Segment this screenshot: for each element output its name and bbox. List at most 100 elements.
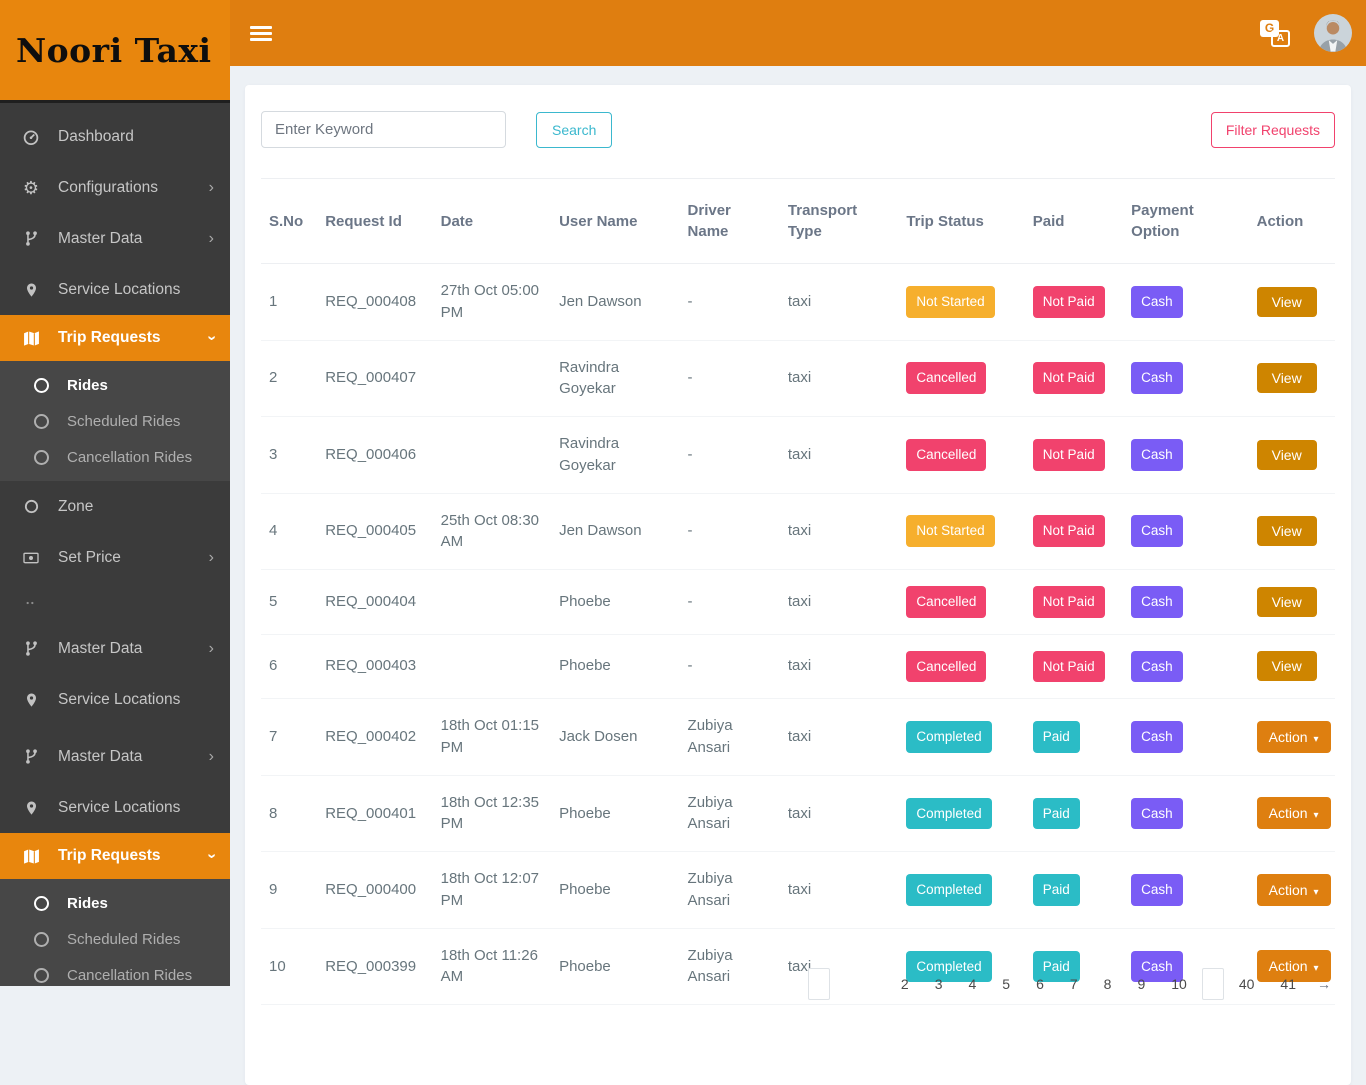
cell-paid: Not Paid xyxy=(1024,416,1124,494)
cell-payment-option: Cash xyxy=(1123,340,1249,417)
cell-request-id: REQ_000399 xyxy=(317,928,433,1006)
gears-icon: ⚙ xyxy=(22,177,40,198)
chevron-right-icon: › xyxy=(208,639,214,657)
sidebar-subitem-rides[interactable]: Rides xyxy=(0,367,230,403)
cell-date xyxy=(432,634,552,700)
pagination-page-41[interactable]: 41 xyxy=(1280,976,1296,992)
cell-user-name: Jack Dosen xyxy=(551,698,680,776)
column-header-s-no: S.No xyxy=(261,178,318,264)
user-avatar[interactable] xyxy=(1314,14,1352,52)
cell-transport-type: taxi xyxy=(779,493,899,570)
cell-transport-type: taxi xyxy=(779,698,899,776)
cell-request-id: REQ_000402 xyxy=(317,698,433,776)
cell-date: 27th Oct 05:00 PM xyxy=(432,263,552,341)
pagination-page-10[interactable]: 10 xyxy=(1171,976,1187,992)
sidebar-subitem-scheduled-rides[interactable]: Scheduled Rides xyxy=(0,403,230,439)
branch-icon xyxy=(18,640,44,657)
sidebar-item-service-locations[interactable]: Service Locations xyxy=(0,264,230,315)
column-header-user-name: User Name xyxy=(551,178,680,264)
cell-sno: 7 xyxy=(261,698,318,776)
sidebar-item-service-locations[interactable]: Service Locations xyxy=(0,782,230,833)
sidebar-item-label: Master Data xyxy=(58,639,143,657)
cell-action: View xyxy=(1248,416,1335,494)
chevron-down-icon: › xyxy=(203,335,221,341)
filter-requests-button[interactable]: Filter Requests xyxy=(1210,111,1335,148)
sidebar-item-trip-requests[interactable]: Trip Requests › xyxy=(0,315,230,361)
sidebar-item-master-data[interactable]: Master Data › xyxy=(0,623,230,674)
chevron-right-icon: › xyxy=(208,229,214,247)
action-dropdown-button[interactable]: Action ▾ xyxy=(1256,950,1331,983)
sidebar-subitem-rides[interactable]: Rides xyxy=(0,885,230,921)
cell-transport-type: taxi xyxy=(779,340,899,417)
pagination-next-button[interactable]: → xyxy=(1317,976,1331,992)
dots-icon xyxy=(18,595,44,611)
pagination-page-6[interactable]: 6 xyxy=(1036,976,1044,992)
cell-driver-name: - xyxy=(679,634,780,700)
map-icon xyxy=(18,330,44,347)
sidebar-item-trip-requests[interactable]: Trip Requests › xyxy=(0,833,230,879)
sidebar-item-dashboard[interactable]: Dashboard xyxy=(0,111,230,162)
radio-icon xyxy=(18,498,44,515)
view-button[interactable]: View xyxy=(1256,516,1317,547)
sidebar-nav: Dashboard ⚙ Configurations › Master Data › Ser… xyxy=(0,103,230,986)
view-button[interactable]: View xyxy=(1256,439,1317,470)
brand-logo[interactable]: Noori Taxi xyxy=(0,0,230,103)
pagination-page-9[interactable]: 9 xyxy=(1137,976,1146,992)
pagination: 2 3 4 5 6 7 8 9 10 40 41 → xyxy=(807,968,1337,1000)
search-input[interactable] xyxy=(261,111,506,148)
table-row: 1 REQ_000408 27th Oct 05:00 PM Jen Dawson - t… xyxy=(261,263,1335,341)
pagination-page-2[interactable]: 2 xyxy=(900,976,909,992)
pagination-page-40[interactable]: 40 xyxy=(1238,976,1255,992)
pagination-page-5[interactable]: 5 xyxy=(1002,976,1011,992)
cell-payment-option: Cash xyxy=(1123,263,1249,341)
action-dropdown-button[interactable]: Action ▾ xyxy=(1256,720,1331,753)
table-row: 4 REQ_000405 25th Oct 08:30 AM Jen Dawson - t… xyxy=(261,493,1335,570)
cell-user-name: Phoebe xyxy=(551,928,680,1006)
trip-status-badge: Not Started xyxy=(906,515,995,548)
search-button[interactable]: Search xyxy=(536,111,613,148)
pagination-page-3[interactable]: 3 xyxy=(934,976,943,992)
pagination-prev-button[interactable] xyxy=(807,968,830,1000)
pagination-current-box[interactable] xyxy=(1201,968,1224,1000)
hamburger-icon[interactable] xyxy=(250,23,272,44)
pagination-page-7[interactable]: 7 xyxy=(1069,976,1078,992)
payment-option-badge: Cash xyxy=(1131,797,1183,830)
cell-driver-name: - xyxy=(679,263,780,341)
pagination-page-8[interactable]: 8 xyxy=(1103,976,1112,992)
table-row: 2 REQ_000407 Ravindra Goyekar - taxi Cancelle… xyxy=(261,340,1335,417)
requests-table: S.No Request Id Date User Name Driver Name Tr… xyxy=(261,178,1335,1006)
view-button[interactable]: View xyxy=(1256,651,1317,682)
action-dropdown-button[interactable]: Action ▾ xyxy=(1256,797,1331,830)
sidebar-item-service-locations[interactable]: Service Locations xyxy=(0,674,230,725)
sidebar-subitem-cancellation-rides[interactable]: Cancellation Rides xyxy=(0,439,230,475)
pagination-page-4[interactable]: 4 xyxy=(968,976,977,992)
view-button[interactable]: View xyxy=(1256,586,1317,617)
trip-status-badge: Cancelled xyxy=(906,438,987,471)
cell-request-id: REQ_000405 xyxy=(317,493,433,570)
sidebar-item-label: Master Data xyxy=(58,747,143,765)
sidebar-item-set-price[interactable]: Set Price › xyxy=(0,532,230,583)
sidebar-item-master-data[interactable]: Master Data › xyxy=(0,213,230,264)
cell-user-name: Phoebe xyxy=(551,634,680,700)
google-translate-icon[interactable]: G A xyxy=(1260,19,1290,47)
view-button[interactable]: View xyxy=(1256,286,1317,317)
sidebar-subitem-cancellation-rides[interactable]: Cancellation Rides xyxy=(0,957,230,986)
cell-user-name: Ravindra Goyekar xyxy=(551,340,680,417)
sidebar-subitem-scheduled-rides[interactable]: Scheduled Rides xyxy=(0,921,230,957)
sidebar-item-master-data[interactable]: Master Data › xyxy=(0,731,230,782)
sidebar-item-label: Service Locations xyxy=(58,280,181,298)
sidebar-item-item[interactable] xyxy=(0,583,230,623)
sidebar-item-label: Trip Requests xyxy=(58,329,161,346)
sidebar-item-zone[interactable]: Zone xyxy=(0,481,230,532)
view-button[interactable]: View xyxy=(1256,363,1317,394)
paid-badge: Not Paid xyxy=(1032,285,1105,318)
caret-down-icon: ▾ xyxy=(1313,733,1319,745)
cell-transport-type: taxi xyxy=(779,263,899,341)
cell-sno: 9 xyxy=(261,851,318,929)
table-row: 3 REQ_000406 Ravindra Goyekar - taxi Cancelle… xyxy=(261,416,1335,494)
payment-option-badge: Cash xyxy=(1131,438,1183,471)
map-marker-icon xyxy=(18,799,44,817)
sidebar-item-configurations[interactable]: ⚙ Configurations › xyxy=(0,162,230,213)
action-dropdown-button[interactable]: Action ▾ xyxy=(1256,873,1331,906)
cell-sno: 1 xyxy=(261,263,318,341)
